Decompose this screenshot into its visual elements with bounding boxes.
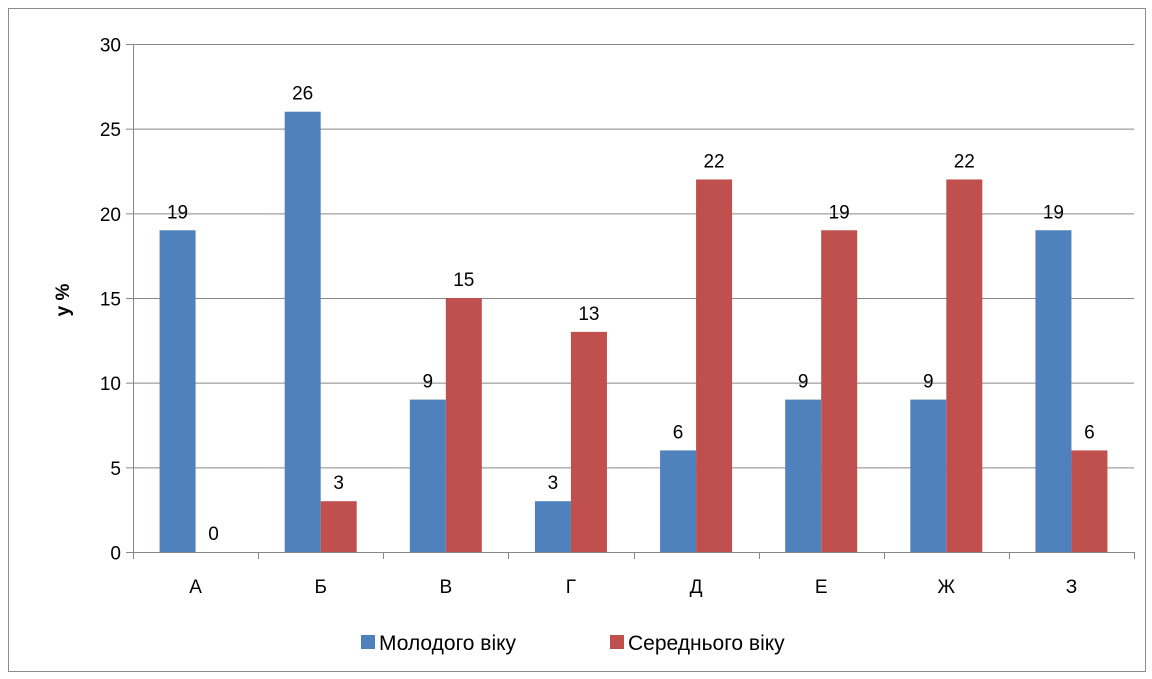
legend: Молодого віку Середнього віку: [361, 632, 785, 655]
x-tick-label-6: Ж: [938, 577, 956, 598]
y-tick-label-0: 0: [110, 544, 121, 565]
data-label-young-2: 9: [423, 372, 434, 393]
data-label-young-7: 19: [1043, 202, 1064, 223]
x-tick-label-2: В: [439, 577, 452, 598]
y-tick-label-10: 10: [100, 374, 121, 395]
y-tick-label-25: 25: [100, 120, 121, 141]
data-label-young-3: 3: [548, 473, 559, 494]
bars: [159, 111, 1108, 552]
bar-middle-3: [570, 331, 607, 552]
x-tick-label-3: Г: [566, 577, 576, 598]
data-label-middle-6: 22: [954, 151, 975, 172]
legend-label-middle: Середнього віку: [628, 632, 785, 655]
data-label-middle-4: 22: [703, 151, 724, 172]
bar-young-0: [159, 230, 196, 552]
bar-young-4: [660, 450, 697, 552]
data-label-middle-5: 19: [829, 202, 850, 223]
data-label-young-5: 9: [798, 372, 809, 393]
data-label-middle-0: 0: [208, 524, 219, 545]
gridlines: [133, 44, 1134, 469]
data-label-young-0: 19: [167, 202, 188, 223]
bar-middle-7: [1071, 450, 1108, 552]
bar-young-5: [785, 399, 822, 552]
bar-young-7: [1035, 230, 1072, 552]
data-labels: 19 26 9 3 6 9 9 19 0 3 15 13 22 19 22 6: [167, 84, 1095, 545]
y-axis-title: у %: [53, 284, 74, 317]
x-tick-label-4: Д: [690, 577, 703, 598]
legend-swatch-middle: [610, 635, 624, 649]
y-tick-label-15: 15: [100, 290, 121, 311]
data-label-young-6: 9: [923, 372, 934, 393]
data-label-young-1: 26: [292, 84, 313, 105]
legend-swatch-young: [361, 635, 375, 649]
data-label-young-4: 6: [673, 422, 684, 443]
data-label-middle-7: 6: [1084, 422, 1095, 443]
legend-label-young: Молодого віку: [379, 632, 517, 655]
x-tick-label-1: Б: [314, 577, 326, 598]
y-tick-label-5: 5: [110, 459, 121, 480]
y-tick-label-20: 20: [100, 205, 121, 226]
x-tick-label-5: Е: [815, 577, 828, 598]
y-tick-label-30: 30: [100, 36, 121, 57]
x-tick-label-7: З: [1066, 577, 1077, 598]
bar-middle-4: [696, 179, 733, 552]
bar-young-3: [534, 501, 571, 552]
bar-young-1: [284, 111, 321, 552]
bar-middle-1: [320, 501, 357, 552]
data-label-middle-1: 3: [333, 473, 344, 494]
data-label-middle-2: 15: [453, 270, 474, 291]
bar-middle-5: [821, 230, 858, 552]
bar-middle-2: [445, 298, 482, 552]
x-tick-label-0: А: [189, 577, 202, 598]
bar-young-6: [910, 399, 947, 552]
bar-young-2: [409, 399, 446, 552]
bar-middle-6: [946, 179, 983, 552]
data-label-middle-3: 13: [578, 304, 599, 325]
